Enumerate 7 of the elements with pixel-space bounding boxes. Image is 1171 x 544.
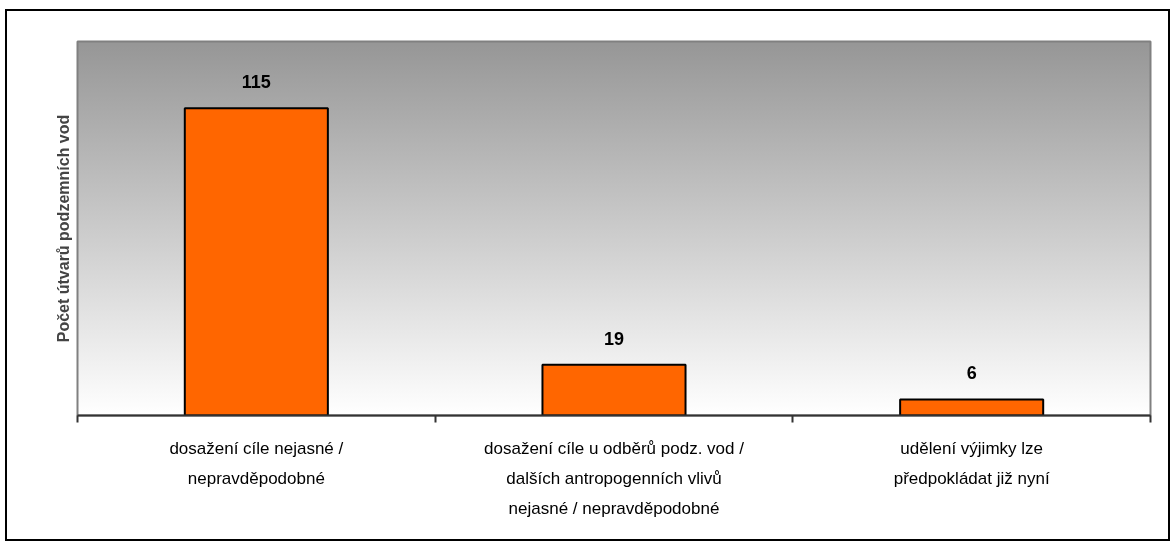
y-axis-title: Počet útvarů podzemních vod bbox=[54, 114, 72, 343]
x-tick-label: dosažení cíle nejasné / nepravděpodobné bbox=[169, 438, 344, 488]
data-label: 19 bbox=[603, 328, 625, 349]
x-tick-label: udělení výjimky lze předpokládat již nyní bbox=[893, 438, 1050, 488]
data-label: 115 bbox=[241, 72, 271, 93]
data-label: 6 bbox=[966, 363, 977, 384]
x-tick-label: dosažení cíle u odběrů podz. vod / dalších antropogenních vlivů nejasné / nepravděpodobné bbox=[484, 438, 745, 519]
